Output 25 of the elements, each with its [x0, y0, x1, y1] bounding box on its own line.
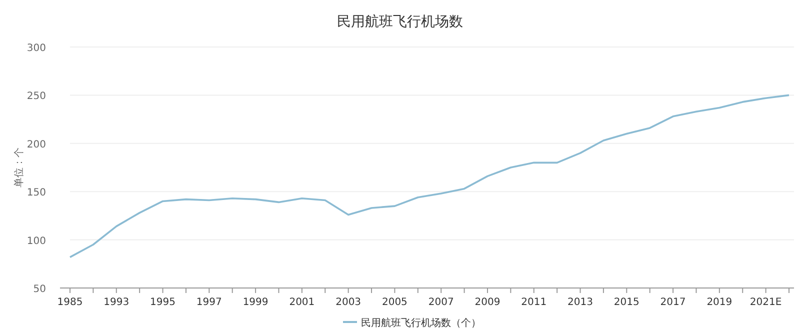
x-tick-label: 1993 [104, 297, 130, 308]
x-tick-label: 1997 [196, 297, 222, 308]
legend-label: 民用航班飞行机场数（个） [361, 317, 481, 329]
y-tick-label: 50 [33, 284, 46, 295]
x-tick-label: 2003 [336, 297, 362, 308]
y-tick-label: 150 [26, 188, 46, 199]
x-tick-label: 1995 [150, 297, 176, 308]
x-tick-label: 2001 [289, 297, 315, 308]
x-tick-label: 2007 [428, 297, 454, 308]
x-tick-label: 2019 [706, 297, 732, 308]
x-tick-label: 1999 [242, 297, 268, 308]
chart-title: 民用航班飞行机场数 [337, 14, 463, 30]
y-tick-label: 200 [26, 139, 46, 150]
x-tick-label: 2005 [382, 297, 408, 308]
x-tick-label: 2009 [474, 297, 500, 308]
x-tick-label: 2015 [614, 297, 640, 308]
x-tick-label: 1985 [57, 297, 83, 308]
x-tick-label: 2017 [660, 297, 686, 308]
y-tick-label: 300 [26, 43, 46, 54]
x-tick-label: 2011 [521, 297, 547, 308]
y-tick-label: 100 [26, 236, 46, 247]
y-tick-label: 250 [26, 91, 46, 102]
x-tick-label: 2013 [568, 297, 593, 308]
x-tick-label: 2021E [750, 297, 782, 308]
y-axis-title: 单位：个 [13, 148, 25, 188]
